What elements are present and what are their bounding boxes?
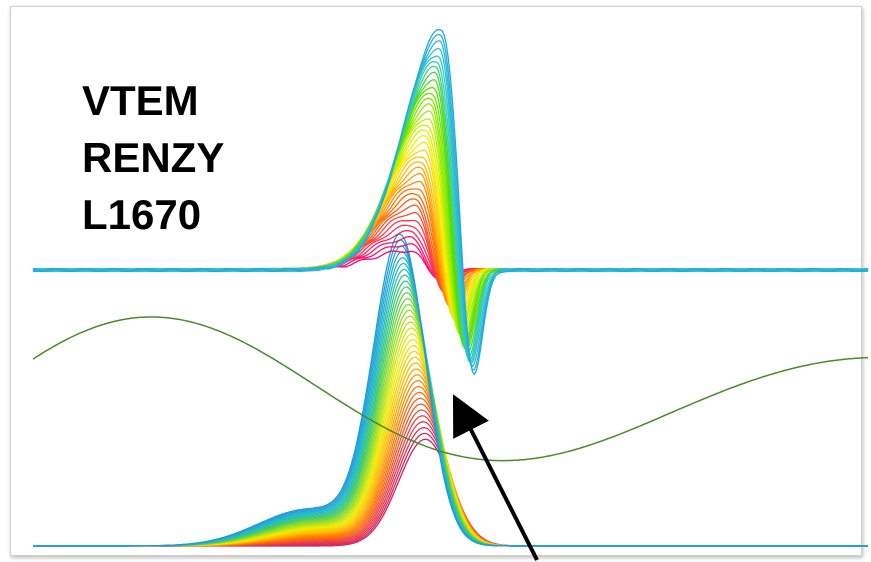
lower-profile-line (33, 338, 868, 547)
lower-profile-line (33, 385, 868, 547)
upper-profiles-group (32, 28, 869, 376)
lower-profile-line (33, 380, 868, 547)
lower-profile-line (33, 350, 868, 547)
lower-profile-line (33, 327, 868, 547)
lower-profile-line (33, 292, 868, 547)
survey-label-line-1: VTEM (82, 77, 199, 124)
survey-label-block: VTEM RENZY L1670 (82, 72, 224, 243)
lower-profile-line (33, 315, 868, 547)
lower-profile-line (33, 303, 868, 547)
lower-profile-line (33, 321, 868, 547)
upper-profile-line (32, 47, 869, 365)
lower-profile-line (33, 344, 868, 547)
chart-frame (10, 6, 862, 556)
lower-profile-line (33, 309, 868, 547)
lower-profile-line (33, 368, 868, 547)
lower-profile-line (33, 280, 868, 547)
lower-profile-line (33, 333, 868, 547)
green-profile-line (32, 316, 869, 462)
lower-profile-line (33, 233, 868, 547)
lower-profile-line (33, 356, 868, 547)
green-profile-group (32, 316, 869, 462)
lower-profiles-group (33, 233, 868, 547)
upper-profile-line (32, 28, 869, 376)
survey-label-line-3: L1670 (82, 191, 202, 238)
lower-profile-line (33, 298, 868, 547)
lower-profile-line (33, 391, 868, 547)
lower-profile-line (33, 374, 868, 547)
pointer-arrow (452, 394, 539, 561)
survey-label-line-2: RENZY (82, 134, 225, 181)
lower-profile-line (33, 286, 868, 547)
